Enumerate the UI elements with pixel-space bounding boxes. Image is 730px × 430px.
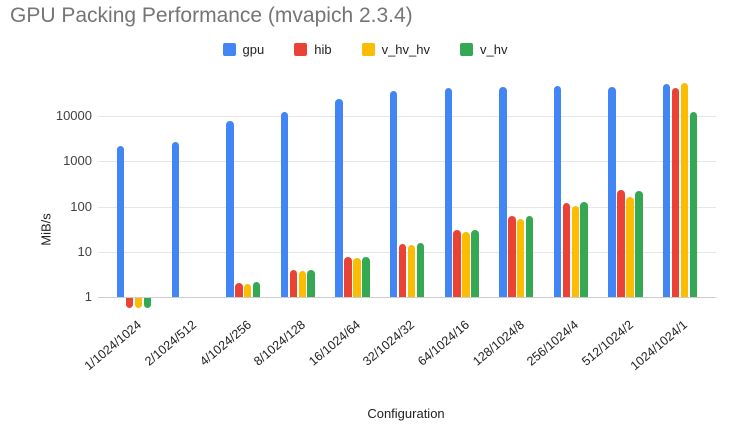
legend-swatch-v_hv <box>460 43 473 56</box>
bar-v_hv_hv-8/1024/128[interactable] <box>298 270 306 297</box>
bar-v_hv_hv-64/1024/16[interactable] <box>462 231 470 297</box>
bar-hib-256/1024/4[interactable] <box>562 203 571 297</box>
x-tick-label: 64/1024/16 <box>415 317 473 369</box>
bar-gpu-512/1024/2[interactable] <box>608 87 616 297</box>
x-tick-label: 16/1024/64 <box>305 317 363 369</box>
x-tick-label: 2/1024/512 <box>142 317 200 369</box>
bar-v_hv-32/1024/32[interactable] <box>416 243 425 297</box>
bar-hib-4/1024/256[interactable] <box>235 283 243 297</box>
x-tick-label: 128/1024/8 <box>469 317 527 369</box>
bar-v_hv_hv-1/1024/1024[interactable] <box>134 298 143 309</box>
legend-item-v_hv_hv[interactable]: v_hv_hv <box>361 42 430 57</box>
bar-v_hv_hv-4/1024/256[interactable] <box>243 284 252 297</box>
legend-item-gpu[interactable]: gpu <box>222 42 265 57</box>
y-tick-label: 1 <box>84 289 92 304</box>
bar-gpu-16/1024/64[interactable] <box>335 98 343 297</box>
bar-gpu-128/1024/8[interactable] <box>499 87 507 297</box>
gridline <box>98 116 716 117</box>
bar-v_hv_hv-32/1024/32[interactable] <box>407 245 416 297</box>
legend-swatch-gpu <box>222 43 236 56</box>
bar-hib-64/1024/16[interactable] <box>453 230 461 297</box>
x-axis-baseline <box>98 297 716 298</box>
bar-gpu-8/1024/128[interactable] <box>280 112 289 297</box>
legend-item-hib[interactable]: hib <box>294 42 332 57</box>
bar-v_hv-128/1024/8[interactable] <box>525 215 534 297</box>
legend-swatch-hib <box>294 43 308 56</box>
x-tick-label: 1024/1024/1 <box>628 317 691 374</box>
gridline <box>98 251 716 253</box>
x-tick-label: 8/1024/128 <box>251 317 309 369</box>
bar-hib-128/1024/8[interactable] <box>508 215 516 297</box>
y-tick-label: 100 <box>70 198 92 214</box>
legend-swatch-v_hv_hv <box>361 43 375 56</box>
bar-gpu-64/1024/16[interactable] <box>444 88 452 297</box>
bar-v_hv-16/1024/64[interactable] <box>362 256 370 297</box>
x-tick-label: 256/1024/4 <box>524 317 582 369</box>
bar-gpu-1024/1024/1[interactable] <box>662 83 671 297</box>
y-axis-title: MiB/s <box>38 213 54 246</box>
bar-v_hv_hv-512/1024/2[interactable] <box>626 197 634 297</box>
bar-gpu-4/1024/256[interactable] <box>226 121 234 297</box>
x-tick-label: 4/1024/256 <box>196 317 254 369</box>
bar-hib-512/1024/2[interactable] <box>617 190 625 297</box>
bar-gpu-2/1024/512[interactable] <box>171 141 179 297</box>
bar-v_hv-512/1024/2[interactable] <box>635 191 643 297</box>
y-tick-label: 10 <box>77 243 92 259</box>
bar-v_hv-1/1024/1024[interactable] <box>143 298 152 309</box>
bar-v_hv_hv-256/1024/4[interactable] <box>571 205 579 297</box>
bar-v_hv-64/1024/16[interactable] <box>471 229 479 297</box>
bar-v_hv-4/1024/256[interactable] <box>252 282 261 297</box>
bar-hib-1/1024/1024[interactable] <box>125 298 134 309</box>
bar-hib-16/1024/64[interactable] <box>344 257 352 297</box>
legend-label: v_hv <box>480 42 508 57</box>
x-tick-label: 32/1024/32 <box>360 317 418 369</box>
bar-v_hv_hv-16/1024/64[interactable] <box>353 257 361 297</box>
chart-title: GPU Packing Performance (mvapich 2.3.4) <box>10 4 413 27</box>
legend-item-v_hv[interactable]: v_hv <box>460 42 507 57</box>
bar-hib-1024/1024/1[interactable] <box>671 88 680 297</box>
bar-gpu-1/1024/1024[interactable] <box>116 145 125 297</box>
bar-v_hv_hv-128/1024/8[interactable] <box>516 218 525 297</box>
bar-hib-32/1024/32[interactable] <box>398 243 407 297</box>
bar-v_hv-256/1024/4[interactable] <box>580 202 588 297</box>
bar-gpu-256/1024/4[interactable] <box>553 86 562 297</box>
bar-v_hv_hv-1024/1024/1[interactable] <box>680 83 689 297</box>
legend: gpu hib v_hv_hv v_hv <box>0 42 730 57</box>
bar-v_hv-1024/1024/1[interactable] <box>689 111 698 297</box>
y-tick-label: 1000 <box>63 153 92 169</box>
bar-v_hv-8/1024/128[interactable] <box>307 269 315 297</box>
x-tick-label: 1/1024/1024 <box>82 317 145 374</box>
legend-label: v_hv_hv <box>381 42 430 57</box>
bar-gpu-32/1024/32[interactable] <box>389 91 398 297</box>
legend-label: hib <box>314 42 332 57</box>
y-tick-label: 10000 <box>55 108 92 123</box>
legend-label: gpu <box>242 42 265 57</box>
gridline <box>98 206 716 208</box>
bar-hib-8/1024/128[interactable] <box>289 270 298 297</box>
gridline <box>98 161 716 163</box>
x-axis-title: Configuration <box>367 406 445 421</box>
